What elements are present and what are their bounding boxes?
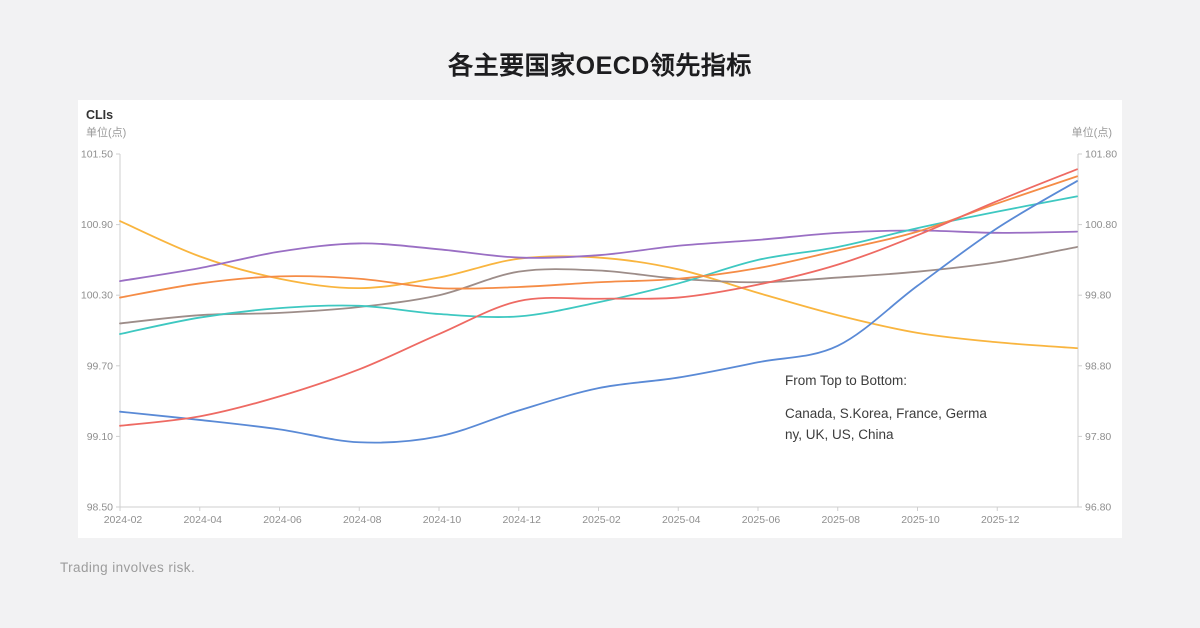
y-axis-right-tick-label: 97.80 <box>1085 431 1111 443</box>
cli-chart-card: CLIs 单位(点) 单位(点) 101.50 100.90 100.30 99.70… <box>78 100 1122 538</box>
x-axis-tick-label: 2025-06 <box>742 514 781 526</box>
series-line-uk <box>119 229 1078 282</box>
annotation-series-list: Canada, S.Korea, France, Germany, UK, US… <box>785 406 987 442</box>
y-axis-right: 101.80 100.80 99.80 98.80 97.80 96.80 <box>1078 149 1117 514</box>
page-title: 各主要国家OECD领先指标 <box>448 52 752 80</box>
y-axis-right-tick-label: 99.80 <box>1085 290 1111 302</box>
x-axis: 2024-02 2024-04 2024-06 2024-08 2024-10 2024-… <box>104 507 1020 526</box>
y-axis-left: 101.50 100.90 100.30 99.70 99.10 98.50 <box>81 149 120 514</box>
y-axis-left-tick-label: 100.90 <box>81 219 113 231</box>
series-line-canada <box>119 168 1078 427</box>
chart-name-label: CLIs <box>86 108 114 122</box>
series-line-us <box>119 246 1078 325</box>
axes <box>119 154 1079 508</box>
annotation-heading: From Top to Bottom: <box>785 373 908 388</box>
y-axis-left-tick-label: 99.70 <box>87 360 113 372</box>
x-axis-tick-label: 2024-10 <box>423 514 462 526</box>
y-axis-right-tick-label: 96.80 <box>1085 502 1111 514</box>
x-axis-tick-label: 2025-12 <box>981 514 1020 526</box>
x-axis-tick-label: 2024-08 <box>343 514 382 526</box>
series-order-annotation: From Top to Bottom: Canada, S.Korea, Fra… <box>785 370 987 445</box>
x-axis-tick-label: 2025-02 <box>582 514 621 526</box>
x-axis-tick-label: 2024-04 <box>183 514 222 526</box>
y-axis-right-tick-label: 98.80 <box>1085 360 1111 372</box>
x-axis-tick-label: 2025-04 <box>662 514 701 526</box>
disclaimer-text: Trading involves risk. <box>60 560 196 575</box>
series-line-s-korea <box>119 175 1078 299</box>
left-axis-unit-label: 单位(点) <box>86 127 127 139</box>
x-axis-tick-label: 2024-06 <box>263 514 302 526</box>
series-line-china <box>119 220 1078 350</box>
y-axis-left-tick-label: 99.10 <box>87 431 113 443</box>
y-axis-right-tick-label: 100.80 <box>1085 219 1117 231</box>
cli-line-chart: 101.50100.90100.3099.7099.1098.50101.801… <box>81 149 1117 527</box>
series-line-france <box>119 180 1078 444</box>
x-axis-tick-label: 2025-08 <box>821 514 860 526</box>
y-axis-right-tick-label: 101.80 <box>1085 149 1117 161</box>
y-axis-left-tick-label: 98.50 <box>87 502 113 514</box>
y-axis-left-tick-label: 101.50 <box>81 149 113 161</box>
right-axis-unit-label: 单位(点) <box>1071 127 1112 139</box>
x-axis-tick-label: 2024-12 <box>502 514 541 526</box>
series-line-germany <box>119 195 1078 335</box>
x-axis-tick-label: 2025-10 <box>901 514 940 526</box>
y-axis-left-tick-label: 100.30 <box>81 290 113 302</box>
x-axis-tick-label: 2024-02 <box>104 514 143 526</box>
